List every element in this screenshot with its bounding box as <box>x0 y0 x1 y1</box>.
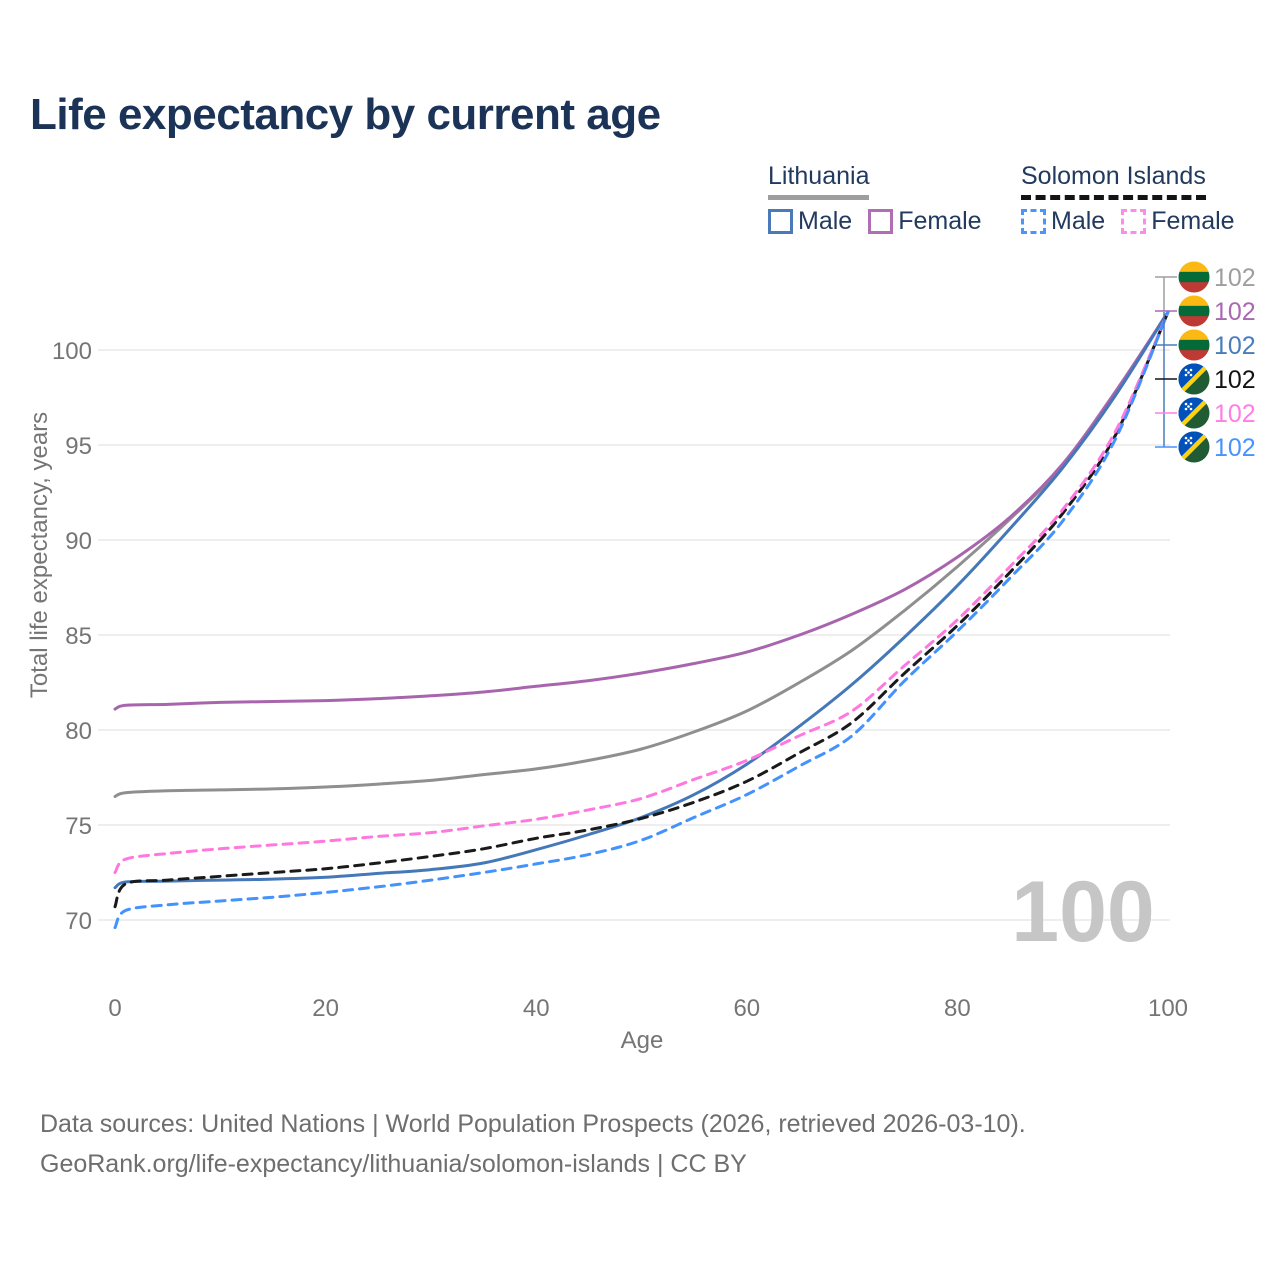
solomon-female-swatch-icon <box>1121 209 1147 234</box>
y-tick-label: 90 <box>65 528 92 555</box>
series-line-lithuania-both-sexes <box>113 310 1170 798</box>
legend-item-lithuania-female[interactable]: Female <box>868 207 982 236</box>
legend-item-label: Female <box>898 207 982 235</box>
legend-group-lithuania: Lithuania Male Female <box>768 162 982 236</box>
x-tick-label: 20 <box>312 995 339 1022</box>
x-axis-title: Age <box>621 1027 664 1054</box>
legend-item-solomon-female[interactable]: Female <box>1121 207 1235 236</box>
georank-url-line[interactable]: GeoRank.org/life-expectancy/lithuania/so… <box>40 1150 747 1178</box>
x-tick-label: 100 <box>1148 995 1188 1022</box>
attribution: Data sources: United Nations | World Pop… <box>40 1104 1026 1184</box>
x-tick-label: 80 <box>944 995 971 1022</box>
solomon-islands-flag-icon <box>1178 363 1210 395</box>
chart-canvas[interactable]: 70 75 80 85 90 95 100 100 0 20 40 60 80 100 Age Total l… <box>0 0 1280 1080</box>
end-value-label: 102 <box>1214 400 1256 428</box>
lithuania-male-swatch-icon <box>768 209 793 234</box>
lithuania-flag-icon <box>1178 329 1210 361</box>
series-line-solomon-islands-female <box>113 310 1170 874</box>
x-tick-label: 0 <box>108 995 121 1022</box>
y-tick-label: 100 <box>52 338 92 365</box>
y-axis-title: Total life expectancy, years <box>26 412 53 698</box>
life-expectancy-chart[interactable]: 70 75 80 85 90 95 100 100 0 20 40 60 80 100 Age Total l… <box>0 0 1280 1080</box>
legend-item-label: Male <box>798 207 853 235</box>
lithuania-flag-icon <box>1178 261 1210 293</box>
solomon-islands-flag-icon <box>1178 397 1210 429</box>
y-tick-label: 95 <box>65 433 92 460</box>
legend-item-lithuania-male[interactable]: Male <box>768 207 852 236</box>
page-title: Life expectancy by current age <box>30 90 661 139</box>
y-tick-label: 75 <box>65 813 92 840</box>
age-indicator: 100 <box>1011 864 1155 960</box>
data-sources-line: Data sources: United Nations | World Pop… <box>40 1110 1026 1138</box>
x-tick-label: 60 <box>733 995 760 1022</box>
series-line-solomon-islands-both-sexes <box>113 310 1170 909</box>
end-value-label: 102 <box>1214 366 1256 394</box>
lithuania-flag-icon <box>1178 295 1210 327</box>
y-tick-label: 70 <box>65 908 92 935</box>
y-tick-label: 80 <box>65 718 92 745</box>
y-tick-label: 85 <box>65 623 92 650</box>
series-line-lithuania-male <box>113 310 1170 890</box>
legend-country-lithuania[interactable]: Lithuania <box>768 162 870 200</box>
end-value-label: 102 <box>1214 264 1256 292</box>
series-line-solomon-islands-male <box>113 310 1170 930</box>
end-value-label: 102 <box>1214 434 1256 462</box>
legend-item-solomon-male[interactable]: Male <box>1021 207 1105 236</box>
lithuania-female-swatch-icon <box>868 209 894 234</box>
legend-country-solomon-islands[interactable]: Solomon Islands <box>1021 162 1206 200</box>
end-value-label: 102 <box>1214 332 1256 360</box>
legend-group-solomon-islands: Solomon Islands Male Female <box>1021 162 1235 236</box>
solomon-male-swatch-icon <box>1021 209 1046 234</box>
legend-item-label: Female <box>1151 207 1235 235</box>
legend: Lithuania Male Female Solomon Islands Ma… <box>0 162 1280 242</box>
legend-item-label: Male <box>1051 207 1106 235</box>
x-tick-label: 40 <box>523 995 550 1022</box>
end-value-label: 102 <box>1214 298 1256 326</box>
series-line-lithuania-female <box>113 310 1170 711</box>
solomon-islands-flag-icon <box>1178 431 1210 463</box>
